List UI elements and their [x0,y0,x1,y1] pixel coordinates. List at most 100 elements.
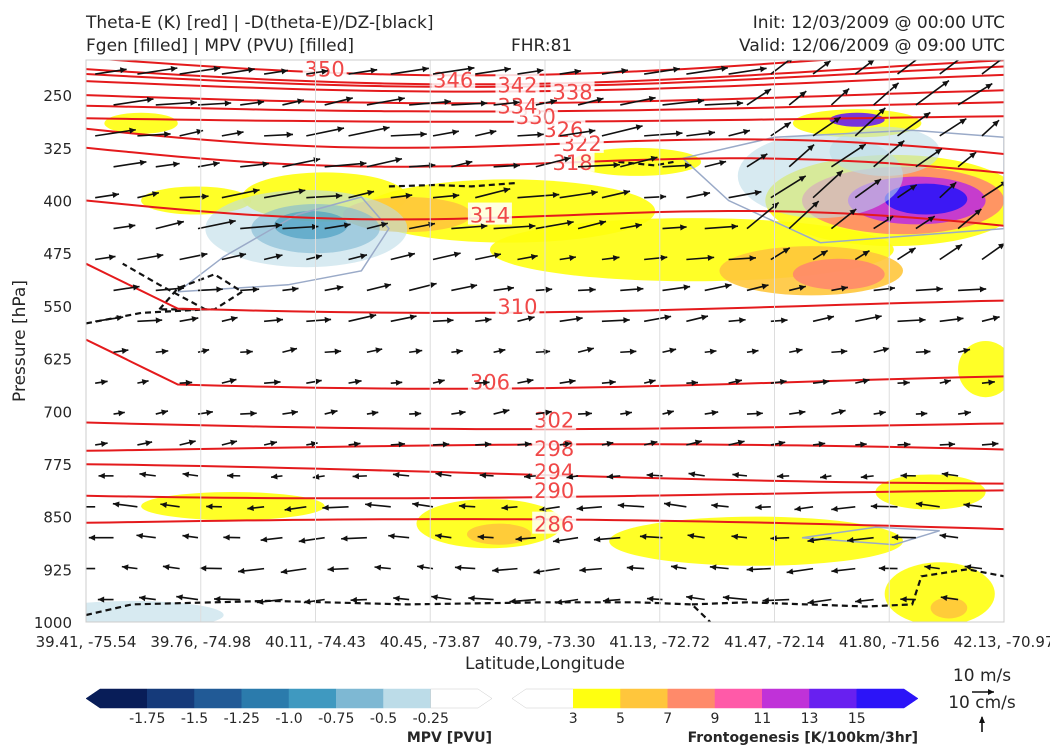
mpv-colorbar-label: MPV [PVU] [407,730,492,746]
wind-vector-head [507,285,514,292]
wind-vector-head [224,100,232,107]
wind-vector-head [170,65,178,72]
wind-vector-head [891,534,899,541]
wind-vector-head [129,127,136,134]
x-tick-label: 41.47, -72.14 [724,633,825,651]
wind-vector-head [798,284,806,291]
wind-vector-head [395,379,403,386]
wind-vector-head [719,160,727,166]
wind-vector-head [992,120,1000,127]
wind-vector-head [596,97,604,103]
wind-vector-head [842,88,850,96]
wind-vector-head [371,410,379,417]
wind-vector-head [998,243,1004,250]
wind-vector-head [897,140,905,148]
wind-vector-head [862,250,870,257]
wind-vector-head [128,223,136,230]
y-axis-title: Pressure [hPa] [10,280,30,402]
wind-vector-head [694,439,702,446]
wind-vector [240,224,283,230]
fgen-colorbar-tick: 3 [569,711,578,727]
fgen-region [930,597,968,619]
wind-vector-head [822,378,830,386]
wind-vector-head [119,67,127,74]
wind-vector-head [214,596,221,603]
wind-vector [535,221,574,230]
wind-vector-head [405,192,413,199]
wind-vector-head [648,378,656,385]
wind-vector-head [354,378,362,385]
wind-vector-head [623,189,631,196]
theta-e-contour-label-346: 346 [433,69,473,93]
wind-vector-head [160,501,168,509]
wind-vector-head [849,208,857,216]
mpv-colorbar-segment [288,688,337,709]
wind-vector-head [566,219,574,226]
wind-vector-head [337,126,345,133]
x-tick-label: 42.13, -70.97 [954,633,1050,651]
wind-vector-head [415,348,423,355]
theta-e-contour-label-310: 310 [497,295,537,319]
wind-vector-head [606,473,614,480]
wind-vector-head [711,502,718,509]
wind-vector-head [509,598,516,605]
wind-vector-head [139,471,147,478]
wind-vector-head [827,314,834,321]
wind-vector-head [422,66,429,73]
wind-vector-head [612,255,620,262]
wind-vector-head [833,117,841,124]
wind-reference-key: 10 m/s 10 cm/s [948,666,1016,732]
wind-vector-head [206,409,213,416]
wind-vector-head [247,504,254,512]
wind-vector-head [903,441,911,448]
wind-vector-head [145,440,153,447]
wind-vector-head [762,597,769,604]
wind-vector-head [786,568,794,575]
wind-vector-head [452,192,460,199]
wind-vector-head [838,409,846,415]
wind-vector-head [636,286,644,293]
wind-vector-head [736,100,744,107]
wind-vector-head [537,131,544,138]
wind-vector-head [442,441,450,448]
wind-vector-head [359,160,367,167]
wind-vector-head [246,348,253,355]
wind-vector-head [701,314,708,321]
wind-vector-head [941,471,949,478]
wind-vector-head [749,255,756,262]
wind-vector-head [503,187,511,194]
wind-vector-head [858,144,866,151]
wind-vector-head [1007,50,1014,56]
plot-layers: 2862902942983023063103143183223263303343… [86,50,1014,622]
y-tick-label-400: 400 [43,193,72,211]
mpv-outline [682,129,1004,244]
wind-vector-head [281,68,288,75]
wind-vector-head [431,594,438,601]
wind-vector [390,67,429,75]
wind-vector-head [574,68,582,75]
wind-vector-head [788,60,793,63]
wind-vector-head [298,188,306,195]
wind-vector [830,143,867,168]
wind-vector-head [840,348,848,355]
wind-vector-head [271,473,278,480]
wind-vector-head [414,410,422,417]
wind-vector-head [776,473,784,480]
wind-vector-head [882,346,890,353]
fgen-colorbar-segment [573,688,621,709]
fgen-region [829,112,885,127]
wind-vector-head [794,505,802,512]
wind-vector-head [639,533,647,540]
wind-vector-head [669,347,677,354]
wind-vector [113,98,154,106]
theta-e-label-bg [550,79,595,102]
wind-vector-head [820,473,827,480]
wind-vector-head [321,68,329,75]
wind-vector-head [755,504,762,511]
wind-vector-head [874,314,882,321]
wind-vector-head [666,409,674,416]
wind-vector-head [855,597,862,604]
wind-vector-head [862,378,870,385]
wind-vector-head [903,379,910,386]
wind-vector-head [444,98,451,105]
